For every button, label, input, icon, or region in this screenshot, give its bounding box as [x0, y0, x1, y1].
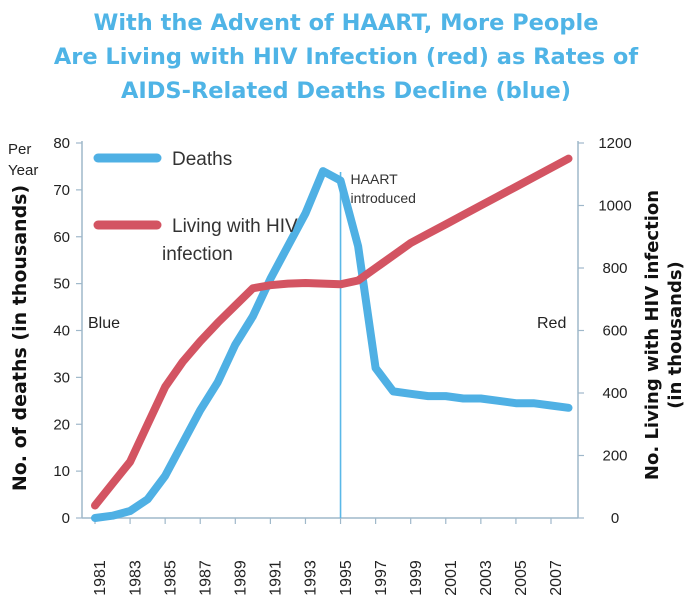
x-tick-label: 1995: [338, 560, 355, 596]
title-line: AIDS-Related Deaths Decline (blue): [120, 78, 572, 104]
left-tick-label: 0: [62, 510, 70, 527]
left-tick-label: 10: [53, 463, 70, 480]
deaths-line: [91, 167, 573, 522]
legend-living-label-line2: infection: [162, 244, 233, 265]
left-tick-label: 80: [53, 135, 70, 152]
x-tick-label: 1983: [127, 560, 144, 596]
x-tick-label: 1989: [233, 560, 250, 596]
left-tick-label: 50: [53, 276, 70, 293]
x-tick-label: 2007: [548, 560, 565, 596]
title-line: With the Advent of HAART, More People: [93, 10, 599, 36]
legend-living-label-line1: Living with HIV: [172, 216, 298, 237]
axes: [76, 141, 584, 524]
right-tick-label: 400: [602, 385, 627, 402]
right-tick-label: 0: [611, 510, 619, 527]
x-tick-label: 1987: [197, 560, 214, 596]
right-axis-label-line2: (in thousands): [665, 261, 686, 409]
x-tick-label: 1997: [373, 560, 390, 596]
right-axis-label-line1: No. Living with HIV infection: [642, 190, 663, 480]
left-tick-label: 30: [53, 369, 70, 386]
haart-annotation-line1: HAART: [351, 171, 399, 187]
left-unit-note-line1: Per: [8, 141, 31, 158]
title-line: Are Living with HIV Infection (red) as R…: [53, 44, 639, 70]
x-tick-label: 1981: [92, 560, 109, 596]
left-tick-label: 60: [53, 229, 70, 246]
x-tick-label: 1991: [268, 560, 285, 596]
left-unit-note-line2: Year: [8, 162, 38, 179]
left-tick-label: 70: [53, 182, 70, 199]
right-tick-label: 600: [602, 323, 627, 340]
x-tick-label: 2001: [443, 560, 460, 596]
right-tick-label: 1200: [598, 135, 631, 152]
right-tick-label: 800: [602, 260, 627, 277]
chart-title: With the Advent of HAART, More People Ar…: [0, 6, 692, 108]
x-tick-label: 2003: [478, 560, 495, 596]
left-axis-label: No. of deaths (in thousands): [9, 185, 31, 491]
series-layer: [91, 154, 573, 522]
right-tick-label: 200: [602, 448, 627, 465]
right-side-note: Red: [537, 315, 566, 332]
living-with-hiv-line: [91, 154, 573, 510]
haart-annotation-line2: introduced: [351, 190, 416, 206]
x-tick-label: 1999: [408, 560, 425, 596]
x-tick-label: 1985: [162, 560, 179, 596]
left-tick-label: 40: [53, 323, 70, 340]
labels-layer: 0102030405060708002004006008001000120019…: [8, 135, 686, 596]
right-tick-label: 1000: [598, 198, 631, 215]
left-tick-label: 20: [53, 416, 70, 433]
x-tick-label: 2005: [513, 560, 530, 596]
left-side-note: Blue: [88, 315, 120, 332]
legend-deaths-label: Deaths: [172, 149, 232, 170]
x-tick-label: 1993: [303, 560, 320, 596]
